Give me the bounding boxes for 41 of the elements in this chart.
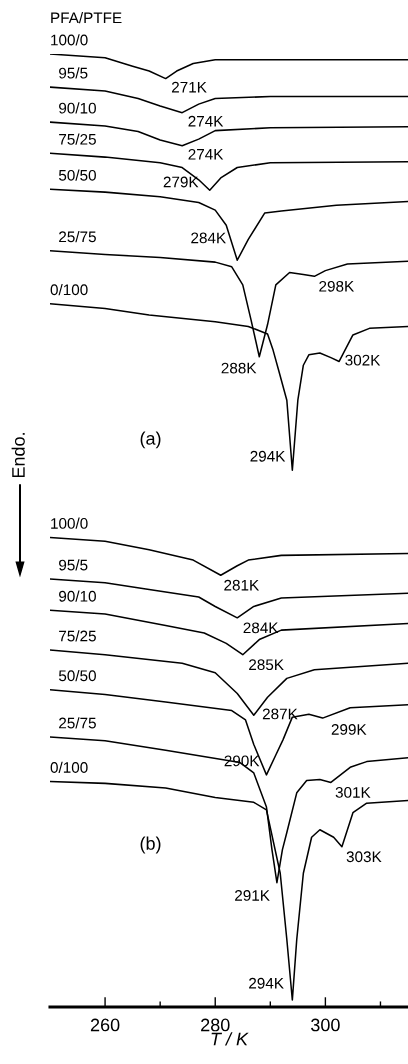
annotation: 302K	[345, 354, 381, 366]
annotation: 294K	[249, 977, 284, 989]
annotation: 288K	[221, 362, 257, 374]
x-axis-title: T / K	[211, 1032, 249, 1046]
annotation: 284K	[191, 232, 226, 244]
annotation: 281K	[224, 579, 260, 591]
annotation: 290K	[224, 755, 260, 767]
annotation: 284K	[243, 622, 279, 634]
x-tick-label: 280	[201, 1018, 230, 1032]
annotation: 298K	[319, 280, 355, 292]
annotation: 291K	[235, 890, 270, 901]
series-label: 25/75	[59, 230, 96, 243]
legend-title: PFA/PTFE	[51, 11, 122, 24]
y-axis-title: Endo.	[11, 433, 25, 478]
x-tick-label: 260	[90, 1018, 120, 1032]
annotation: (b)	[140, 836, 161, 854]
annotation: 274K	[188, 148, 224, 160]
series-label: 0/100	[50, 283, 88, 296]
series-label: 100/0	[51, 34, 88, 46]
annotation: 303K	[346, 851, 382, 863]
series-label: 0/100	[50, 761, 88, 773]
series-label: 75/25	[59, 630, 96, 642]
annotation: 274K	[188, 115, 224, 127]
series-label: 90/10	[59, 590, 96, 602]
annotation: 271K	[171, 81, 207, 93]
series-label: 100/0	[51, 517, 88, 529]
annotation: 299K	[331, 724, 367, 735]
series-label: 75/25	[59, 133, 96, 145]
annotation: 294K	[250, 450, 286, 462]
annotation: (a)	[140, 431, 161, 449]
series-label: 50/50	[58, 669, 96, 682]
annotation: 301K	[335, 786, 371, 798]
series-label: 95/5	[59, 67, 88, 79]
series-label: 50/50	[58, 169, 96, 181]
annotation: 285K	[249, 659, 284, 671]
annotation: 279K	[163, 176, 199, 188]
series-label: 90/10	[59, 102, 96, 114]
series-label: 25/75	[59, 717, 96, 729]
series-label: 95/5	[59, 559, 88, 571]
annotation: 287K	[262, 708, 298, 720]
x-tick-label: 300	[311, 1018, 340, 1032]
